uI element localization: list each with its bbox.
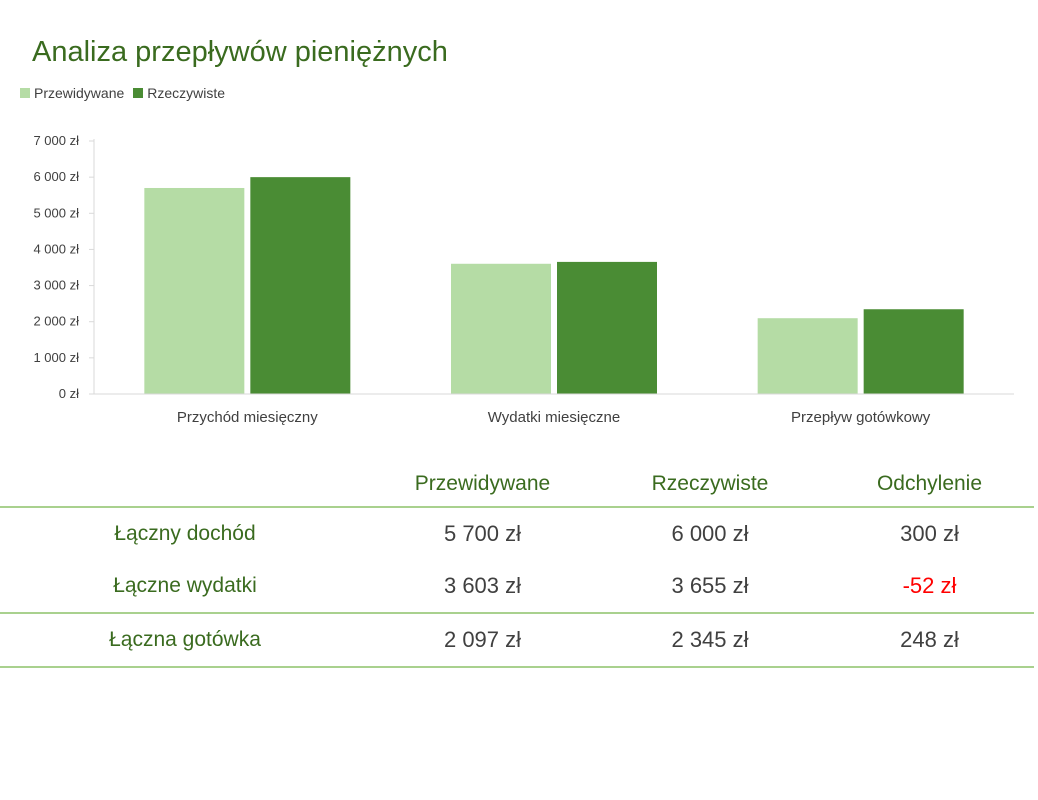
legend-item-forecast: Przewidywane <box>20 85 124 101</box>
legend-label-actual: Rzeczywiste <box>147 85 226 101</box>
row-label: Łączny dochód <box>114 522 256 545</box>
header-variance: Odchylenie <box>825 462 1034 508</box>
y-tick-label: 0 zł <box>59 386 79 401</box>
x-category-label: Przychód miesięczny <box>177 409 318 426</box>
cell-forecast: 3 603 zł <box>370 560 595 614</box>
y-tick-label: 5 000 zł <box>33 205 79 220</box>
y-tick-label: 2 000 zł <box>33 314 79 329</box>
legend-label-forecast: Przewidywane <box>34 85 125 101</box>
cell-variance: 248 zł <box>825 613 1034 668</box>
bar-chart: 0 zł 1 000 zł 2 000 zł 3 000 zł 4 000 zł 5 00… <box>33 133 1014 426</box>
cell-variance: -52 zł <box>825 560 1034 614</box>
bar-forecast-2 <box>757 318 858 394</box>
row-label: Łączne wydatki <box>0 560 370 614</box>
y-tick-label: 6 000 zł <box>33 169 79 184</box>
table-header-row: Przewidywane Rzeczywiste Odchylenie <box>0 462 1034 508</box>
x-category-label: Wydatki miesięczne <box>488 409 620 426</box>
y-tick-label: 4 000 zł <box>33 241 79 256</box>
legend: Przewidywane Rzeczywiste <box>20 85 234 101</box>
cell-actual: 6 000 zł <box>671 521 749 546</box>
cell-actual: 2 345 zł <box>595 613 825 668</box>
table-row-total-cash: Łączna gotówka 2 097 zł 2 345 zł 248 zł <box>0 613 1034 668</box>
summary-table: Przewidywane Rzeczywiste Odchylenie Łącz… <box>0 462 1034 668</box>
header-forecast: Przewidywane <box>370 462 595 508</box>
header-actual: Rzeczywiste <box>595 462 825 508</box>
cell-variance: 300 zł <box>900 521 959 546</box>
row-label: Łączna gotówka <box>0 613 370 668</box>
cell-actual: 3 655 zł <box>595 560 825 614</box>
bar-actual-2 <box>863 309 964 394</box>
bar-forecast-1 <box>451 263 551 394</box>
bar-actual-1 <box>557 261 657 394</box>
cell-forecast: 2 097 zł <box>370 613 595 668</box>
y-tick-label: 7 000 zł <box>33 133 79 148</box>
table-row-total-expenses: Łączne wydatki 3 603 zł 3 655 zł -52 zł <box>0 560 1034 614</box>
table-row-total-income: Łączny dochód 5 700 zł 6 000 zł 300 zł <box>0 507 1034 560</box>
legend-swatch-forecast <box>20 88 30 98</box>
legend-swatch-actual <box>133 88 144 98</box>
header-blank <box>0 462 370 508</box>
bar-actual-0 <box>250 177 351 394</box>
y-tick-label: 3 000 zł <box>33 278 79 293</box>
chart-title: Analiza przepływów pieniężnych <box>32 36 448 68</box>
legend-item-actual: Rzeczywiste <box>133 85 225 101</box>
bar-forecast-0 <box>144 187 245 394</box>
x-category-label: Przepływ gotówkowy <box>791 409 931 426</box>
cell-forecast: 5 700 zł <box>443 521 522 546</box>
y-tick-label: 1 000 zł <box>33 350 79 365</box>
